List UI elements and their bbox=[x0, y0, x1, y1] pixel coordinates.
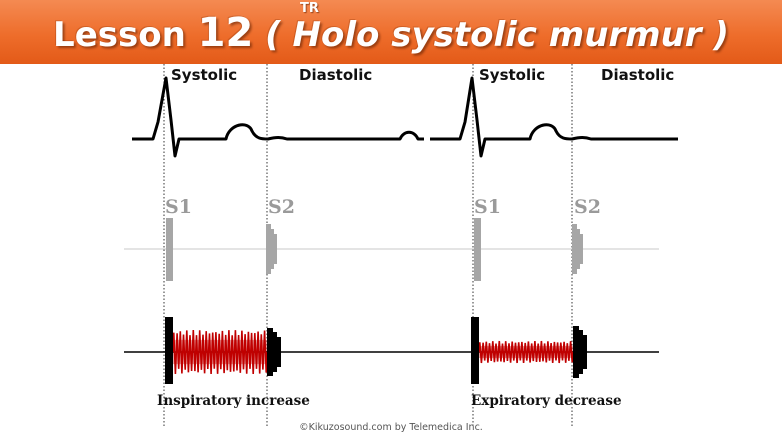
murmur-waveform bbox=[172, 329, 268, 375]
diastolic-label-left: Diastolic bbox=[299, 66, 373, 84]
title-rest: ( Holo systolic murmur ) bbox=[265, 15, 729, 55]
s1-label-right: S1 bbox=[474, 196, 501, 218]
caption-left: Inspiratory increase bbox=[157, 393, 310, 409]
s1-marker-right bbox=[474, 218, 481, 281]
s1-marker-black-left bbox=[165, 317, 173, 384]
s1-marker-left bbox=[166, 218, 173, 281]
s2-label-right: S2 bbox=[574, 196, 601, 218]
holosystolic-murmur-loud bbox=[172, 329, 268, 375]
title-prefix: Lesson bbox=[53, 15, 186, 55]
lesson-number: 12 bbox=[197, 10, 254, 56]
diastolic-label-right: Diastolic bbox=[601, 66, 675, 84]
ecg-trace-left bbox=[132, 76, 424, 158]
copyright-footer: ©Kikuzosound.com by Telemedica Inc. bbox=[299, 422, 483, 433]
title-banner bbox=[0, 0, 782, 64]
s2-marker-left bbox=[266, 224, 277, 274]
title-superscript: TR bbox=[300, 1, 319, 16]
systolic-label-right: Systolic bbox=[479, 66, 546, 84]
gray-heart-sounds bbox=[166, 218, 583, 281]
page-title: Lesson 12 ( Holo systolic murmur ) bbox=[0, 6, 782, 60]
systolic-label-left: Systolic bbox=[171, 66, 238, 84]
s2-marker-black-right bbox=[573, 326, 587, 378]
murmur-waveform bbox=[478, 340, 574, 364]
ecg-trace-right bbox=[430, 76, 678, 158]
s2-marker-black-left bbox=[267, 328, 281, 376]
s2-label-left: S2 bbox=[268, 196, 295, 218]
s1-marker-black-right bbox=[471, 317, 479, 384]
black-heart-sounds bbox=[165, 317, 587, 384]
caption-right: Expiratory decrease bbox=[471, 393, 622, 409]
s1-label-left: S1 bbox=[165, 196, 192, 218]
s2-marker-right bbox=[572, 224, 583, 274]
holosystolic-murmur-soft bbox=[478, 340, 574, 364]
